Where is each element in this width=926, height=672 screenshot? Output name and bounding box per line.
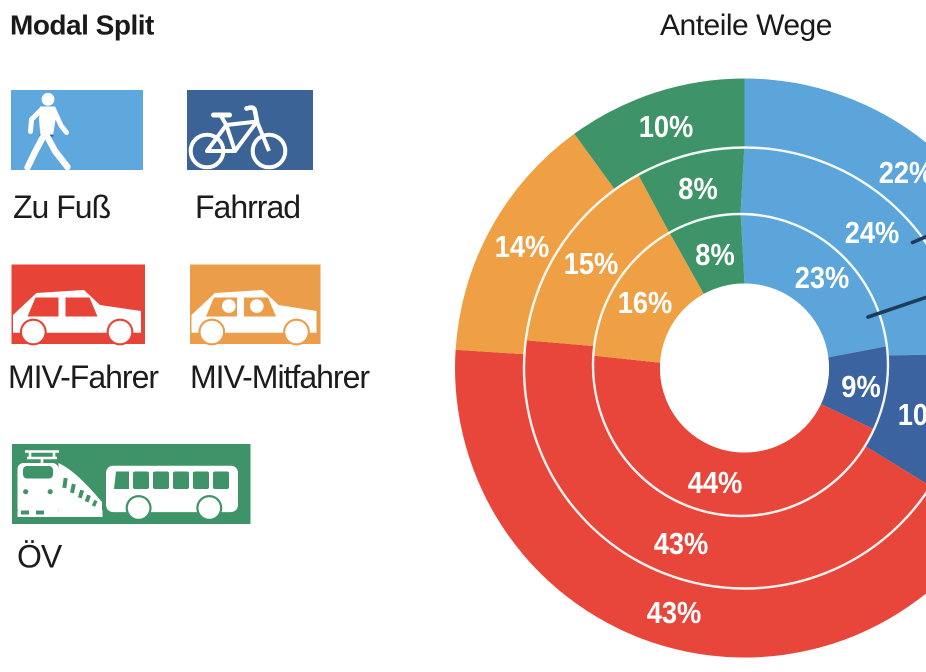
svg-text:ÖV: ÖV: [17, 539, 63, 575]
svg-text:9%: 9%: [841, 370, 880, 404]
svg-text:23%: 23%: [795, 261, 850, 295]
svg-text:14%: 14%: [495, 230, 550, 264]
svg-text:Fahrrad: Fahrrad: [195, 189, 300, 225]
svg-text:10%: 10%: [898, 398, 926, 432]
svg-text:8%: 8%: [678, 172, 717, 206]
svg-text:8%: 8%: [695, 238, 734, 272]
svg-text:Modal Split: Modal Split: [10, 10, 154, 41]
svg-text:43%: 43%: [654, 527, 709, 561]
svg-text:43%: 43%: [647, 596, 702, 630]
svg-text:10%: 10%: [639, 110, 694, 144]
svg-text:16%: 16%: [618, 286, 673, 320]
svg-text:44%: 44%: [688, 466, 743, 500]
svg-text:Anteile Wege: Anteile Wege: [660, 9, 832, 42]
svg-text:22%: 22%: [879, 156, 926, 190]
svg-text:MIV-Fahrer: MIV-Fahrer: [8, 359, 159, 395]
svg-text:15%: 15%: [564, 247, 619, 281]
svg-text:Zu Fuß: Zu Fuß: [13, 189, 111, 225]
svg-text:24%: 24%: [845, 216, 900, 250]
svg-text:MIV-Mitfahrer: MIV-Mitfahrer: [190, 359, 370, 395]
